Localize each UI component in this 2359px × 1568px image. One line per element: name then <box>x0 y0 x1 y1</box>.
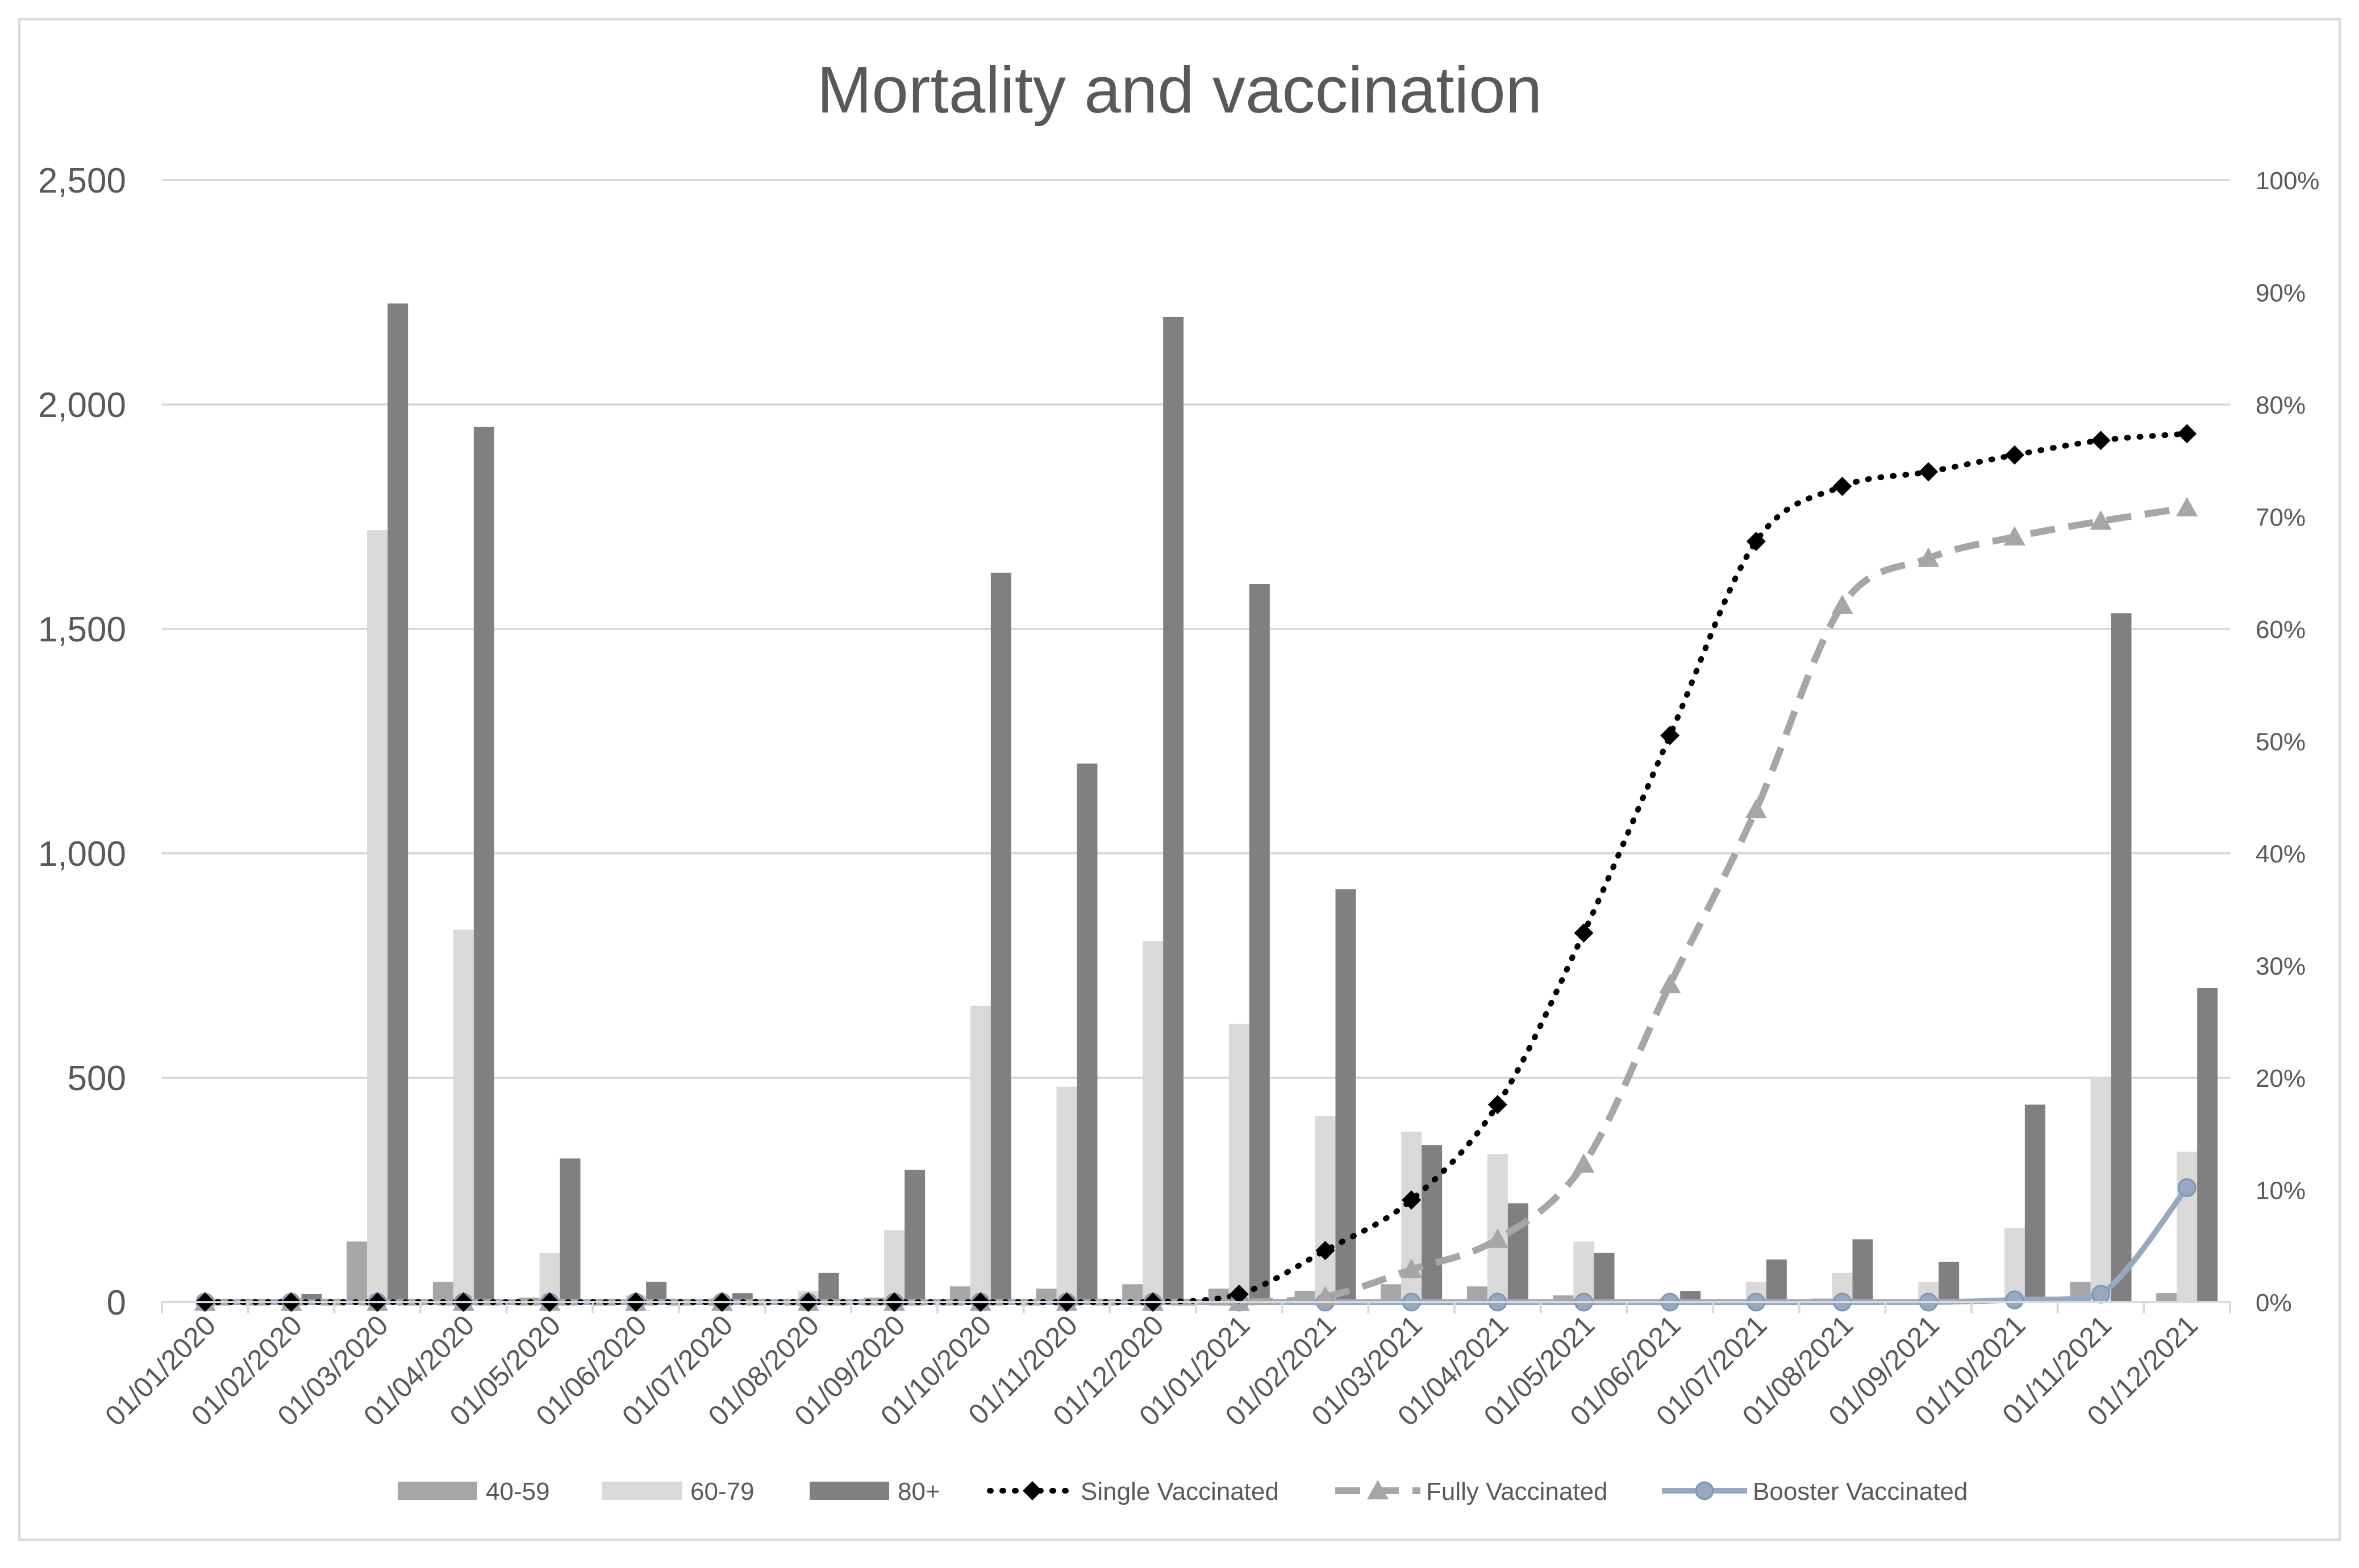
booster-vaccinated-point <box>2005 1290 2024 1310</box>
bar-80- <box>1077 764 1098 1302</box>
bar-80- <box>2111 613 2132 1302</box>
bar-80- <box>1249 584 1270 1302</box>
y-tick-label-right: 60% <box>2256 616 2306 644</box>
y-tick-label-right: 80% <box>2256 391 2306 419</box>
legend-label-40-59: 40-59 <box>486 1478 550 1506</box>
single-vaccinated-point <box>1746 531 1766 551</box>
bar-80- <box>990 573 1011 1302</box>
bar-80- <box>1335 889 1356 1302</box>
y-tick-label-right: 40% <box>2256 840 2306 868</box>
bar-80- <box>1766 1259 1787 1302</box>
bar-60-79 <box>1228 1024 1249 1302</box>
bar-80- <box>905 1169 926 1302</box>
bar-60-79 <box>1315 1116 1336 1302</box>
single-vaccinated-point <box>1574 923 1594 943</box>
fully-vaccinated-point <box>1314 1286 1336 1306</box>
gridlines <box>162 179 2230 1079</box>
bar-80- <box>1594 1253 1615 1302</box>
fully-vaccinated-point <box>1918 547 1940 567</box>
bar-80- <box>818 1273 839 1302</box>
single-vaccinated-point <box>1229 1285 1249 1304</box>
single-vaccinated-point <box>2177 424 2197 444</box>
single-vaccinated-point <box>2004 445 2024 465</box>
y-tick-label-left: 0 <box>107 1283 126 1323</box>
fully-vaccinated-point <box>1486 1228 1508 1248</box>
legend-swatch-60-79 <box>602 1482 682 1500</box>
fully-vaccinated-point <box>1573 1153 1595 1173</box>
bar-60-79 <box>2177 1152 2198 1302</box>
fully-vaccinated-point <box>1831 594 1853 614</box>
legend-label-fully-vaccinated: Fully Vaccinated <box>1426 1478 1608 1506</box>
bar-60-79 <box>367 530 388 1303</box>
y-tick-label-right: 100% <box>2256 167 2320 195</box>
bar-60-79 <box>970 1006 991 1302</box>
bar-60-79 <box>884 1230 905 1302</box>
bar-60-79 <box>2004 1228 2025 1302</box>
legend-label-60-79: 60-79 <box>690 1478 755 1506</box>
y-tick-label-right: 50% <box>2256 728 2306 756</box>
single-vaccinated-point <box>1315 1241 1335 1261</box>
bar-60-79 <box>2090 1078 2111 1302</box>
bar-80- <box>387 303 409 1302</box>
bar-80- <box>560 1158 581 1302</box>
bar-60-79 <box>1573 1241 1594 1302</box>
legend-swatch-40-59 <box>398 1482 477 1500</box>
booster-vaccinated-point <box>2091 1285 2110 1304</box>
bar-40-59 <box>1553 1295 1574 1302</box>
y-tick-label-left: 500 <box>68 1059 126 1098</box>
single-vaccinated-point <box>2091 431 2111 451</box>
fully-vaccinated-point <box>2176 497 2198 516</box>
fully-vaccinated-point <box>1659 974 1681 994</box>
fully-vaccinated-point <box>2003 526 2025 546</box>
legend-label-80-: 80+ <box>898 1478 940 1506</box>
fully-vaccinated-point <box>1401 1258 1423 1278</box>
legend-label-single-vaccinated: Single Vaccinated <box>1081 1478 1279 1506</box>
bar-80- <box>1422 1145 1443 1302</box>
bar-60-79 <box>453 929 474 1302</box>
y-axis-left: 0 500 1,000 1,500 2,000 2,500 <box>38 161 126 1323</box>
single-vaccinated-legend-marker <box>1023 1481 1042 1500</box>
y-tick-label-left: 2,000 <box>38 386 126 425</box>
bar-80- <box>1852 1239 1873 1302</box>
bar-60-79 <box>1143 941 1164 1302</box>
single-vaccinated-point <box>1402 1190 1422 1210</box>
booster-vaccinated-point <box>2177 1178 2197 1198</box>
bar-60-79 <box>1056 1086 1077 1302</box>
bar-60-79 <box>1487 1154 1508 1302</box>
bar-series-group <box>174 303 2218 1303</box>
fully-vaccinated-point <box>2090 510 2112 530</box>
y-axis-right: 0% 10% 20% 30% 40% 50% 60% 70% 80% 90% 100% <box>2256 167 2320 1317</box>
y-tick-label-left: 1,000 <box>38 835 126 874</box>
bar-80- <box>473 427 494 1302</box>
y-tick-label-right: 30% <box>2256 953 2306 981</box>
y-tick-label-left: 1,500 <box>38 610 126 649</box>
single-vaccinated-point <box>1487 1095 1507 1115</box>
single-vaccinated-point <box>1660 725 1680 745</box>
y-tick-label-right: 70% <box>2256 504 2306 532</box>
bar-40-59 <box>347 1241 368 1302</box>
bar-80- <box>1939 1261 1960 1302</box>
booster-vaccinated-legend-marker <box>1695 1481 1714 1500</box>
bar-40-59 <box>1381 1284 1402 1302</box>
legend-label-booster-vaccinated: Booster Vaccinated <box>1753 1478 1968 1506</box>
bar-80- <box>2024 1104 2045 1302</box>
y-tick-label-right: 90% <box>2256 280 2306 307</box>
legend: 40-59 60-79 80+ Single Vaccinated Fully Vacc… <box>398 1478 1968 1506</box>
chart-title: Mortality and vaccination <box>817 53 1543 127</box>
fully-vaccinated-point <box>1745 798 1767 819</box>
bar-80- <box>2197 988 2218 1302</box>
single-vaccinated-point <box>1919 462 1939 482</box>
single-vaccinated-point <box>1832 477 1852 497</box>
y-tick-label-right: 20% <box>2256 1065 2306 1092</box>
bar-80- <box>1163 316 1184 1303</box>
legend-swatch-80- <box>810 1482 889 1500</box>
y-tick-label-right: 0% <box>2256 1289 2292 1317</box>
y-tick-label-left: 2,500 <box>38 161 126 201</box>
fully-vaccinated-legend-marker <box>1367 1480 1389 1500</box>
y-tick-label-right: 10% <box>2256 1177 2306 1205</box>
bar-40-59 <box>2156 1293 2177 1302</box>
